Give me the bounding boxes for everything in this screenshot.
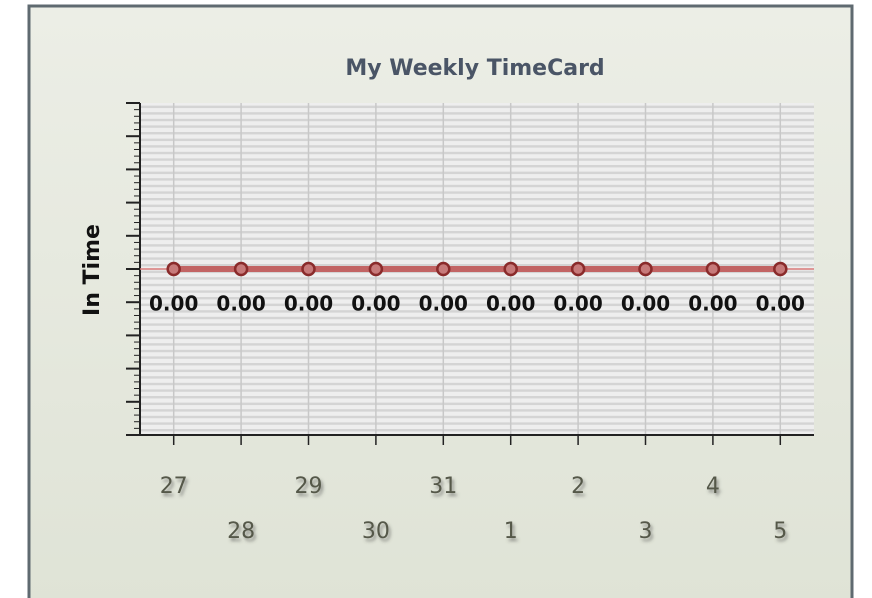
- data-label: 0.00: [621, 292, 670, 316]
- data-label: 0.00: [216, 292, 265, 316]
- point-marker: [503, 261, 518, 277]
- data-label: 0.00: [149, 292, 198, 316]
- y-axis-label: In Time: [80, 224, 105, 316]
- x-tick-label: 28: [227, 519, 255, 544]
- x-tick-label: 30: [362, 519, 390, 544]
- point-marker: [638, 261, 653, 277]
- point-marker: [301, 261, 316, 277]
- data-label: 0.00: [553, 292, 602, 316]
- point-marker: [773, 261, 788, 277]
- data-label: 0.00: [688, 292, 737, 316]
- data-label: 0.00: [351, 292, 400, 316]
- data-label: 0.00: [284, 292, 333, 316]
- x-tick-label: 29: [295, 474, 323, 499]
- data-label: 0.00: [419, 292, 468, 316]
- point-marker: [436, 261, 451, 277]
- point-marker: [570, 261, 586, 277]
- x-tick-label: 27: [160, 474, 188, 499]
- point-marker: [368, 261, 384, 277]
- x-tick-label: 4: [706, 474, 720, 499]
- data-label: 0.00: [756, 292, 805, 316]
- x-tick-label: 2: [571, 474, 585, 499]
- x-tick-label: 5: [773, 519, 787, 544]
- x-tick-label: 31: [429, 474, 457, 499]
- data-label: 0.00: [486, 292, 535, 316]
- point-marker: [166, 261, 181, 277]
- point-marker: [233, 261, 249, 277]
- point-marker: [705, 261, 721, 277]
- x-tick-label: 3: [639, 519, 653, 544]
- x-tick-label: 1: [504, 519, 518, 544]
- chart-title: My Weekly TimeCard: [345, 56, 604, 81]
